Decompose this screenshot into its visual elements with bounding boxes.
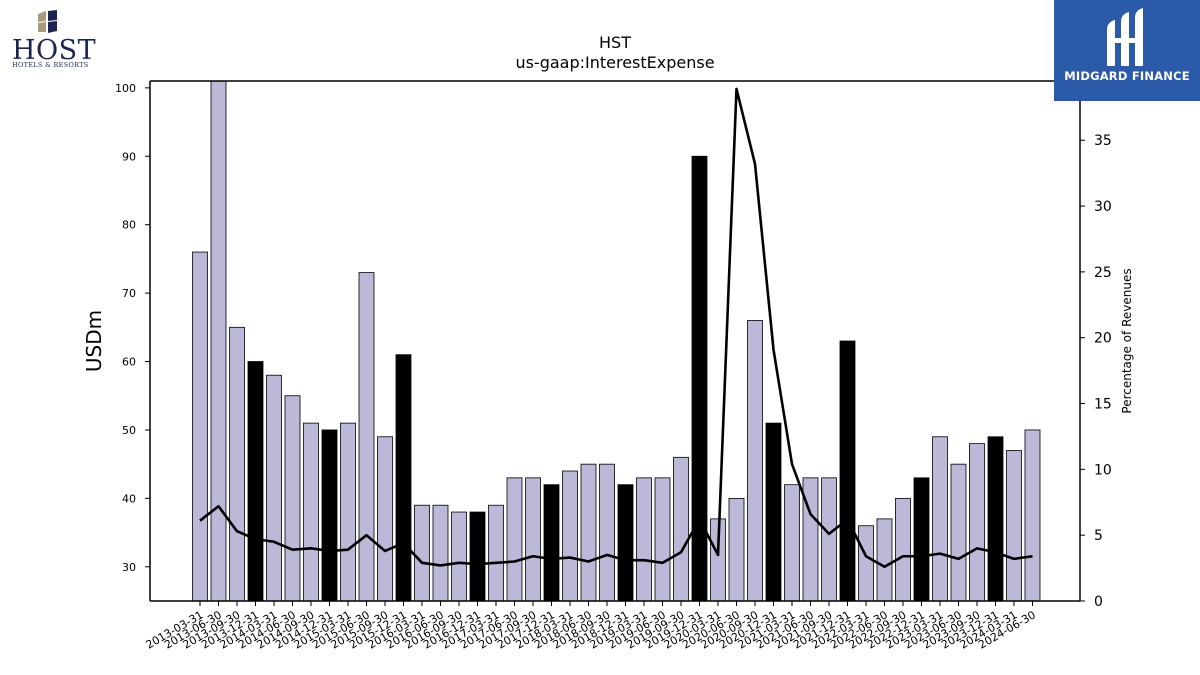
bar-2017-12-31 <box>543 484 560 601</box>
bar-2014-09-30 <box>303 422 319 601</box>
bar-2018-12-31 <box>617 484 634 601</box>
bar-2019-12-31 <box>691 155 708 601</box>
y2-tick-label: 20 <box>1094 331 1112 347</box>
chart-subtitle: us-gaap:InterestExpense <box>515 53 714 72</box>
midgard-mark-icon <box>1107 8 1143 66</box>
bar-2019-03-31 <box>636 477 652 601</box>
bar-2020-03-31 <box>710 518 726 601</box>
bar-2013-06-30 <box>210 81 227 601</box>
bar-2022-12-31 <box>913 477 930 601</box>
bar-2014-06-30 <box>284 395 301 601</box>
bar-2015-09-30 <box>377 436 393 601</box>
bar-2014-12-31 <box>321 429 338 601</box>
y2-tick-label: 25 <box>1094 265 1112 281</box>
bar-2013-12-31 <box>247 361 264 601</box>
bar-2016-09-30 <box>451 511 467 601</box>
percentage-of-revenues-line <box>199 87 1033 569</box>
y2-axis-label: Percentage of Revenues <box>1120 268 1134 413</box>
bar-2023-12-31 <box>987 436 1004 601</box>
bar-2021-06-30 <box>802 477 819 601</box>
bar-2017-03-31 <box>488 504 504 601</box>
midgard-finance-logo: MIDGARD FINANCE <box>1054 0 1200 101</box>
y-tick-label: 70 <box>122 287 136 300</box>
bar-2021-09-30 <box>821 477 837 601</box>
host-logo: HOST HOTELS & RESORTS <box>8 8 96 72</box>
bar-2013-03-31 <box>192 251 208 601</box>
y-tick-label: 90 <box>122 150 136 163</box>
bar-2018-06-30 <box>580 463 597 601</box>
bar-2024-03-31 <box>1006 450 1022 601</box>
bar-2017-06-30 <box>506 477 523 601</box>
bar-2015-06-30 <box>358 272 375 601</box>
line-series <box>199 87 1033 569</box>
y-tick-label: 50 <box>122 424 136 437</box>
bar-2015-12-31 <box>395 354 412 601</box>
bar-2020-09-30 <box>747 320 763 601</box>
bar-2016-12-31 <box>469 511 486 601</box>
midgard-wordmark: MIDGARD FINANCE <box>1064 69 1190 83</box>
bar-2022-06-30 <box>876 518 893 601</box>
bar-2024-06-30 <box>1024 429 1041 601</box>
y2-tick-label: 0 <box>1094 594 1103 610</box>
bar-2019-06-30 <box>654 477 671 601</box>
bar-2023-09-30 <box>969 443 985 601</box>
bar-2021-03-31 <box>784 484 800 601</box>
y2-tick-label: 30 <box>1094 199 1112 215</box>
bar-2014-03-31 <box>266 374 282 601</box>
y2-tick-label: 5 <box>1094 528 1103 544</box>
host-mark-icon <box>38 10 57 33</box>
bar-2023-03-31 <box>932 436 948 601</box>
y-tick-label: 40 <box>122 492 136 505</box>
y-tick-label: 80 <box>122 219 136 232</box>
bar-2016-06-30 <box>432 504 449 601</box>
bar-2022-03-31 <box>858 525 874 601</box>
y-tick-label: 30 <box>122 561 136 574</box>
bar-2013-09-30 <box>229 326 245 601</box>
bar-2022-09-30 <box>895 497 911 601</box>
bar-2020-06-30 <box>728 497 745 601</box>
y2-tick-label: 10 <box>1094 462 1112 478</box>
y2-tick-label: 15 <box>1094 397 1112 413</box>
bar-2018-09-30 <box>599 463 615 601</box>
bar-2019-09-30 <box>673 456 689 601</box>
y-tick-label: 100 <box>115 82 136 95</box>
bar-2016-03-31 <box>414 504 430 601</box>
host-wordmark: HOST <box>12 35 97 66</box>
bar-2021-12-31 <box>839 340 856 601</box>
bar-2020-12-31 <box>765 422 782 601</box>
y-tick-label: 60 <box>122 356 136 369</box>
bar-2015-03-31 <box>340 422 356 601</box>
bar-2023-06-30 <box>950 463 967 601</box>
host-tagline: HOTELS & RESORTS <box>12 61 89 69</box>
chart-title: HST <box>599 33 631 52</box>
y-axis-label: USDm <box>82 310 106 372</box>
y2-tick-label: 35 <box>1094 133 1112 149</box>
axes: 30405060708090100051015202530352013-03-3… <box>115 80 1112 652</box>
bar-2017-09-30 <box>525 477 541 601</box>
bar-series <box>192 81 1041 601</box>
bar-2018-03-31 <box>562 470 578 601</box>
